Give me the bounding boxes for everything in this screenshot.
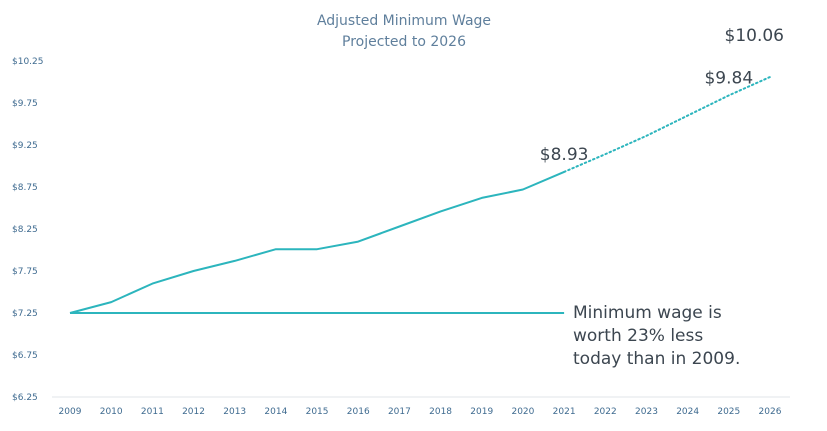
x-tick-label: 2022 — [594, 407, 617, 417]
x-tick-label: 2012 — [182, 407, 205, 417]
series-layer — [69, 76, 771, 314]
note-line-1: Minimum wage is — [573, 303, 722, 323]
y-tick-label: $6.75 — [12, 351, 38, 361]
x-tick-label: 2009 — [59, 407, 82, 417]
chart-subtitle: Projected to 2026 — [342, 34, 466, 50]
annotation-layer: $8.93 $9.84 $10.06 — [540, 26, 784, 165]
x-tick-label: 2015 — [306, 407, 329, 417]
x-tick-label: 2020 — [511, 407, 534, 417]
y-tick-label: $7.75 — [12, 267, 38, 277]
series-line-1 — [69, 170, 565, 314]
y-tick-label: $6.25 — [12, 393, 38, 403]
data-label: $10.06 — [725, 26, 784, 46]
chart-title: Adjusted Minimum Wage — [317, 13, 491, 29]
x-tick-label: 2019 — [470, 407, 493, 417]
y-tick-label: $8.25 — [12, 225, 38, 235]
y-tick-label: $8.75 — [12, 183, 38, 193]
x-tick-label: 2018 — [429, 407, 452, 417]
note-text: Minimum wage is worth 23% less today tha… — [573, 303, 740, 369]
x-tick-label: 2013 — [223, 407, 246, 417]
x-tick-label: 2016 — [347, 407, 370, 417]
note-line-2: worth 23% less — [573, 326, 703, 346]
y-tick-label: $9.75 — [12, 99, 38, 109]
data-label: $9.84 — [704, 68, 753, 88]
x-tick-label: 2021 — [553, 407, 576, 417]
y-tick-label: $10.25 — [12, 57, 44, 67]
x-tick-label: 2023 — [635, 407, 658, 417]
x-tick-label: 2025 — [717, 407, 740, 417]
x-tick-label: 2010 — [100, 407, 123, 417]
y-tick-label: $7.25 — [12, 309, 38, 319]
series-line-2 — [563, 76, 771, 173]
x-tick-label: 2024 — [676, 407, 699, 417]
note-line-3: today than in 2009. — [573, 349, 740, 369]
data-label: $8.93 — [540, 145, 589, 165]
y-tick-label: $9.25 — [12, 141, 38, 151]
x-tick-label: 2026 — [759, 407, 782, 417]
y-axis-ticks: $6.25 $6.75 $7.25 $7.75 $8.25 $8.75 $9.25 $9.75… — [12, 57, 44, 403]
x-tick-label: 2017 — [388, 407, 411, 417]
x-tick-label: 2011 — [141, 407, 164, 417]
x-axis-ticks: 2009 2010 2011 2012 2013 2014 2015 2016 2017 2018… — [59, 407, 782, 417]
x-tick-label: 2014 — [264, 407, 287, 417]
